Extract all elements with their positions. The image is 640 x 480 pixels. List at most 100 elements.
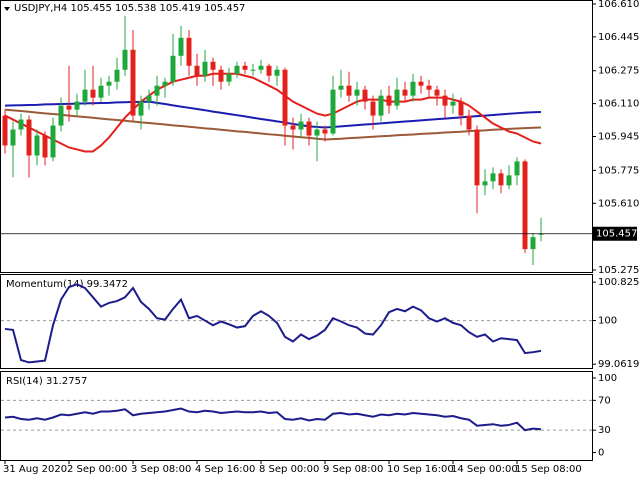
x-tick-label: 8 Sep 00:00	[259, 464, 319, 475]
candle-body	[106, 81, 112, 86]
y-tick-label: 106.610	[598, 0, 639, 10]
x-tick-label: 10 Sep 16:00	[387, 464, 454, 475]
x-tick-label: 15 Sep 08:00	[515, 464, 582, 475]
candle-body	[298, 121, 304, 130]
candle-body	[330, 89, 336, 134]
symbol-menu-arrow	[4, 7, 10, 11]
y-tick-label: 70	[598, 395, 611, 406]
candle-body	[114, 69, 120, 82]
y-tick-label: 106.445	[598, 32, 639, 43]
candle-body	[194, 65, 200, 76]
candle-body	[418, 81, 424, 86]
x-tick-label: 9 Sep 08:00	[323, 464, 383, 475]
candle-body	[258, 65, 264, 70]
y-tick-label: 100.8259	[598, 277, 640, 288]
pane-title: Momentum(14) 99.3472	[6, 279, 128, 290]
price-label: 105.457	[596, 229, 637, 240]
candle-body	[2, 115, 8, 146]
pane-title: USDJPY,H4 105.455 105.538 105.419 105.45…	[14, 3, 245, 14]
candle-body	[210, 61, 216, 70]
price-label-box	[593, 226, 637, 241]
candle-body	[402, 89, 408, 96]
y-tick-label: 106.275	[598, 66, 639, 77]
y-tick-label: 0	[598, 448, 604, 459]
candle-body	[354, 89, 360, 96]
pane-title: RSI(14) 31.2757	[6, 376, 87, 387]
candle-body	[338, 85, 344, 90]
x-tick-label: 2 Sep 00:00	[67, 464, 127, 475]
candle-body	[146, 95, 152, 102]
candle-body	[442, 95, 448, 106]
candle-body	[250, 69, 256, 71]
candle-body	[186, 37, 192, 66]
candle-body	[394, 89, 400, 106]
candle-body	[522, 161, 528, 250]
candle-body	[26, 119, 32, 156]
candle-body	[130, 49, 136, 116]
candle-body	[378, 95, 384, 116]
candle-body	[170, 55, 176, 82]
moving-average	[4, 72, 542, 153]
candle-body	[282, 69, 288, 126]
candle-body	[242, 65, 248, 70]
candle-body	[498, 173, 504, 186]
y-tick-label: 105.275	[598, 265, 639, 276]
candle-body	[362, 89, 368, 102]
candle-body	[82, 89, 88, 102]
candle-body	[490, 173, 496, 182]
candle-body	[290, 125, 296, 130]
candle-body	[98, 85, 104, 98]
candle-body	[514, 161, 520, 176]
candle-body	[90, 89, 96, 98]
y-tick-label: 30	[598, 425, 611, 436]
candle-body	[66, 105, 72, 110]
candle-body	[42, 135, 48, 158]
candle-body	[450, 101, 456, 106]
y-tick-label: 99.0619	[598, 359, 639, 370]
y-tick-label: 105.945	[598, 132, 639, 143]
candle-body	[306, 121, 312, 136]
candle-body	[538, 233, 544, 235]
candle-body	[138, 101, 144, 116]
moving-average	[4, 108, 542, 141]
candle-body	[274, 69, 280, 76]
candle-body	[506, 175, 512, 186]
candle-body	[386, 95, 392, 106]
x-tick-label: 31 Aug 2020	[3, 464, 67, 475]
candle-body	[10, 129, 16, 146]
candle-body	[154, 85, 160, 96]
candle-body	[234, 65, 240, 74]
candle-body	[266, 65, 272, 76]
candle-body	[474, 129, 480, 186]
indicator-line	[4, 407, 542, 432]
candle-body	[458, 101, 464, 116]
moving-average	[4, 100, 542, 129]
candle-body	[482, 181, 488, 186]
candle-body	[74, 101, 80, 110]
y-tick-label: 106.110	[598, 99, 639, 110]
momentum-pane-frame	[0, 274, 593, 369]
candle-body	[18, 119, 24, 130]
candle-body	[466, 115, 472, 130]
candle-body	[530, 237, 536, 250]
candle-body	[322, 129, 328, 134]
candle-body	[218, 69, 224, 82]
y-tick-label: 100	[598, 316, 617, 327]
x-tick-label: 3 Sep 08:00	[131, 464, 191, 475]
candle-body	[346, 85, 352, 96]
candle-body	[122, 49, 128, 70]
candle-body	[434, 89, 440, 96]
x-tick-label: 14 Sep 00:00	[451, 464, 518, 475]
x-tick-label: 4 Sep 16:00	[195, 464, 255, 475]
candle-body	[370, 101, 376, 116]
rsi-pane-frame	[0, 371, 593, 461]
candle-body	[226, 73, 232, 82]
candle-body	[58, 105, 64, 126]
y-tick-label: 105.775	[598, 165, 639, 176]
candle-body	[314, 129, 320, 136]
candle-body	[202, 61, 208, 76]
candle-body	[426, 85, 432, 90]
candle-body	[34, 135, 40, 156]
